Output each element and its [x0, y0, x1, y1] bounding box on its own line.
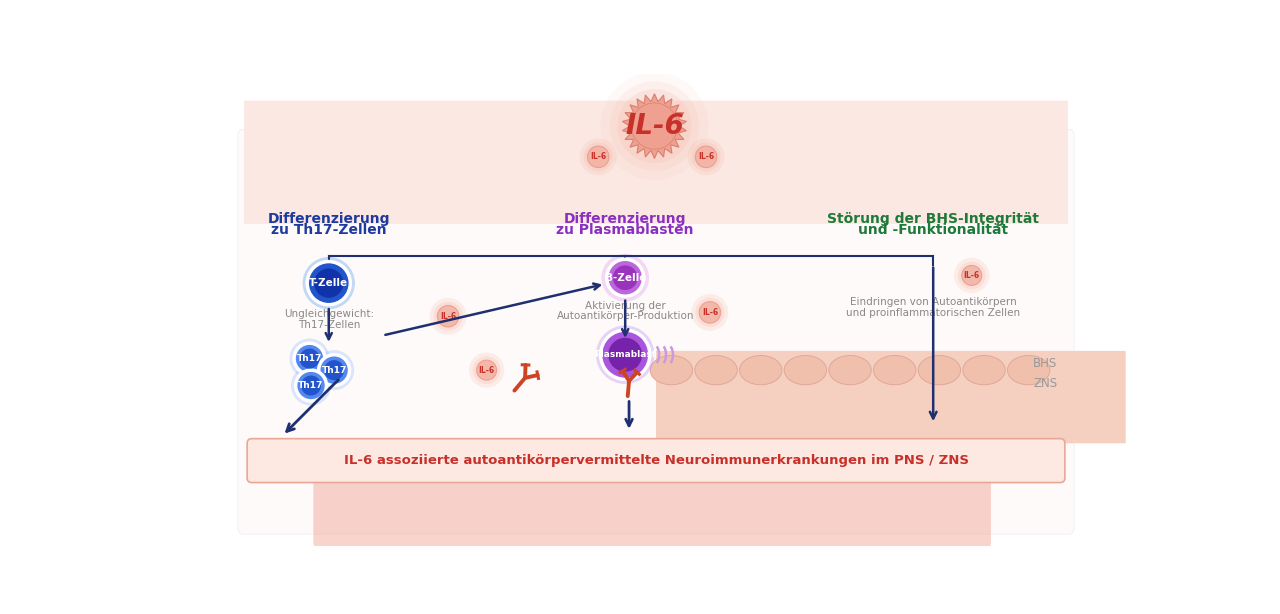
Circle shape [434, 301, 463, 331]
Circle shape [961, 265, 982, 286]
Circle shape [476, 360, 497, 380]
Text: und proinflammatorischen Zellen: und proinflammatorischen Zellen [846, 308, 1020, 318]
Circle shape [608, 338, 643, 371]
Text: ZNS: ZNS [1033, 377, 1057, 390]
Text: IL-6: IL-6 [479, 365, 494, 375]
Ellipse shape [918, 356, 960, 385]
Circle shape [588, 146, 609, 168]
Circle shape [600, 330, 650, 379]
Text: IL-6: IL-6 [590, 152, 607, 161]
Circle shape [438, 305, 460, 327]
Circle shape [319, 355, 349, 386]
Text: IL-6: IL-6 [698, 152, 714, 161]
Ellipse shape [1007, 356, 1050, 385]
Circle shape [430, 298, 467, 335]
Text: IL-6 assoziierte autoantikörpervermittelte Neuroimmunerkrankungen im PNS / ZNS: IL-6 assoziierte autoantikörpervermittel… [343, 454, 969, 467]
Text: Plasmablast: Plasmablast [594, 350, 657, 359]
Text: zu Th17-Zellen: zu Th17-Zellen [271, 223, 387, 237]
Circle shape [580, 138, 617, 176]
Circle shape [584, 142, 613, 171]
Polygon shape [622, 94, 686, 158]
Circle shape [314, 268, 343, 298]
Text: Störung der BHS-Integrität: Störung der BHS-Integrität [827, 212, 1039, 226]
FancyBboxPatch shape [247, 438, 1065, 483]
Circle shape [631, 103, 677, 149]
Circle shape [695, 146, 717, 168]
Circle shape [954, 258, 989, 293]
Text: IL-6: IL-6 [701, 308, 718, 317]
Circle shape [307, 262, 351, 305]
Circle shape [687, 138, 724, 176]
Circle shape [699, 301, 721, 323]
Circle shape [609, 82, 699, 171]
Circle shape [600, 72, 708, 180]
Ellipse shape [873, 356, 916, 385]
Text: Differenzierung: Differenzierung [268, 212, 390, 226]
Circle shape [302, 257, 355, 309]
Circle shape [289, 338, 329, 379]
Circle shape [300, 349, 320, 368]
Circle shape [468, 352, 504, 388]
Ellipse shape [695, 356, 737, 385]
Text: und -Funktionalität: und -Funktionalität [858, 223, 1009, 237]
Text: Aktivierung der: Aktivierung der [585, 301, 666, 311]
Text: Eindringen von Autoantikörpern: Eindringen von Autoantikörpern [850, 297, 1016, 307]
Ellipse shape [829, 356, 872, 385]
Circle shape [472, 356, 500, 384]
Text: IL-6: IL-6 [440, 312, 456, 321]
Text: Th17: Th17 [298, 381, 324, 390]
Circle shape [617, 89, 691, 163]
Ellipse shape [650, 356, 692, 385]
Circle shape [296, 370, 326, 401]
FancyBboxPatch shape [314, 478, 991, 547]
Ellipse shape [963, 356, 1005, 385]
Circle shape [301, 376, 321, 395]
Ellipse shape [785, 356, 827, 385]
FancyBboxPatch shape [244, 101, 1068, 224]
Circle shape [602, 254, 649, 301]
Circle shape [314, 350, 355, 390]
Circle shape [613, 265, 637, 290]
FancyBboxPatch shape [657, 351, 1125, 443]
Text: IL-6: IL-6 [625, 112, 684, 140]
Circle shape [291, 365, 332, 406]
Circle shape [957, 262, 986, 289]
Circle shape [691, 142, 721, 171]
Circle shape [607, 259, 644, 296]
Ellipse shape [740, 356, 782, 385]
Circle shape [294, 343, 325, 374]
Text: Differenzierung: Differenzierung [564, 212, 686, 226]
Circle shape [596, 325, 654, 384]
Circle shape [695, 298, 724, 327]
Text: Th17: Th17 [321, 365, 347, 375]
Text: B-Zelle: B-Zelle [604, 273, 646, 282]
Text: zu Plasmablasten: zu Plasmablasten [557, 223, 694, 237]
FancyBboxPatch shape [238, 129, 1074, 534]
Text: Ungleichgewicht:: Ungleichgewicht: [284, 309, 374, 319]
Text: IL-6: IL-6 [964, 271, 979, 280]
Text: Th17: Th17 [297, 354, 323, 363]
Text: Th17-Zellen: Th17-Zellen [297, 320, 360, 330]
Text: Autoantikörper-Produktion: Autoantikörper-Produktion [557, 311, 694, 321]
Text: T-Zelle: T-Zelle [310, 278, 348, 288]
Circle shape [691, 294, 728, 331]
Text: BHS: BHS [1033, 357, 1057, 370]
Circle shape [324, 360, 344, 380]
